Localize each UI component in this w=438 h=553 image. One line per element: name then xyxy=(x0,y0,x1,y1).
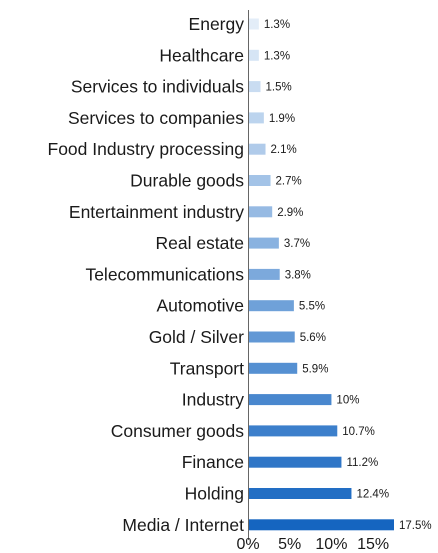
labels-layer: Energy 1.3% Healthcare 1.3% Services to indi… xyxy=(48,14,432,535)
x-tick-label-15: 15% xyxy=(357,536,389,553)
category-label-holding: Holding xyxy=(185,484,244,504)
bar-healthcare xyxy=(249,49,259,61)
value-label-media-internet: 17.5% xyxy=(399,520,432,532)
bar-telecommunications xyxy=(249,268,280,280)
x-tick-label-5: 5% xyxy=(278,536,301,553)
axis-layer: 0% 5% 10% 15% xyxy=(236,10,389,553)
x-tick-label-10: 10% xyxy=(315,536,347,553)
value-label-industry: 10% xyxy=(336,395,359,407)
category-label-entertainment-industry: Entertainment industry xyxy=(69,202,244,222)
bars-layer xyxy=(249,18,394,531)
category-label-media-internet: Media / Internet xyxy=(122,515,244,535)
bar-transport xyxy=(249,362,298,374)
bar-real-estate xyxy=(249,237,279,249)
category-label-durable-goods: Durable goods xyxy=(130,171,244,191)
category-label-energy: Energy xyxy=(189,14,245,34)
category-label-real-estate: Real estate xyxy=(155,233,244,253)
bar-industry xyxy=(249,394,332,406)
bar-media-internet xyxy=(249,519,394,531)
category-label-services-to-companies: Services to companies xyxy=(68,108,244,128)
value-label-holding: 12.4% xyxy=(356,489,389,501)
bar-services-to-individuals xyxy=(249,81,261,93)
category-label-finance: Finance xyxy=(182,452,244,472)
value-label-services-to-individuals: 1.5% xyxy=(266,82,292,94)
bar-energy xyxy=(249,18,259,30)
bar-finance xyxy=(249,456,342,468)
value-label-durable-goods: 2.7% xyxy=(276,176,302,188)
value-label-gold-silver: 5.6% xyxy=(300,332,326,344)
category-label-gold-silver: Gold / Silver xyxy=(149,327,244,347)
x-tick-label-0: 0% xyxy=(236,536,259,553)
bar-gold-silver xyxy=(249,331,295,343)
category-label-automotive: Automotive xyxy=(156,296,244,316)
value-label-entertainment-industry: 2.9% xyxy=(277,207,303,219)
value-label-finance: 11.2% xyxy=(346,457,378,469)
value-label-telecommunications: 3.8% xyxy=(285,269,311,281)
value-label-automotive: 5.5% xyxy=(299,301,325,313)
category-label-consumer-goods: Consumer goods xyxy=(111,421,245,441)
bar-automotive xyxy=(249,300,294,312)
value-label-transport: 5.9% xyxy=(302,363,328,375)
bar-entertainment-industry xyxy=(249,206,273,218)
bar-durable-goods xyxy=(249,175,271,186)
bar-food-industry-processing xyxy=(249,143,266,155)
bar-holding xyxy=(249,488,352,499)
value-label-food-industry-processing: 2.1% xyxy=(271,144,297,156)
category-label-industry: Industry xyxy=(182,390,244,410)
category-label-food-industry-processing: Food Industry processing xyxy=(48,139,245,159)
value-label-real-estate: 3.7% xyxy=(284,238,310,250)
category-label-services-to-individuals: Services to individuals xyxy=(71,77,244,97)
category-label-transport: Transport xyxy=(170,358,244,378)
value-label-energy: 1.3% xyxy=(264,19,290,31)
bar-services-to-companies xyxy=(249,112,264,124)
bar-consumer-goods xyxy=(249,425,338,437)
value-label-services-to-companies: 1.9% xyxy=(269,113,295,125)
value-label-healthcare: 1.3% xyxy=(264,50,290,62)
category-label-healthcare: Healthcare xyxy=(159,45,244,65)
category-label-telecommunications: Telecommunications xyxy=(85,264,244,284)
value-label-consumer-goods: 10.7% xyxy=(342,426,375,438)
